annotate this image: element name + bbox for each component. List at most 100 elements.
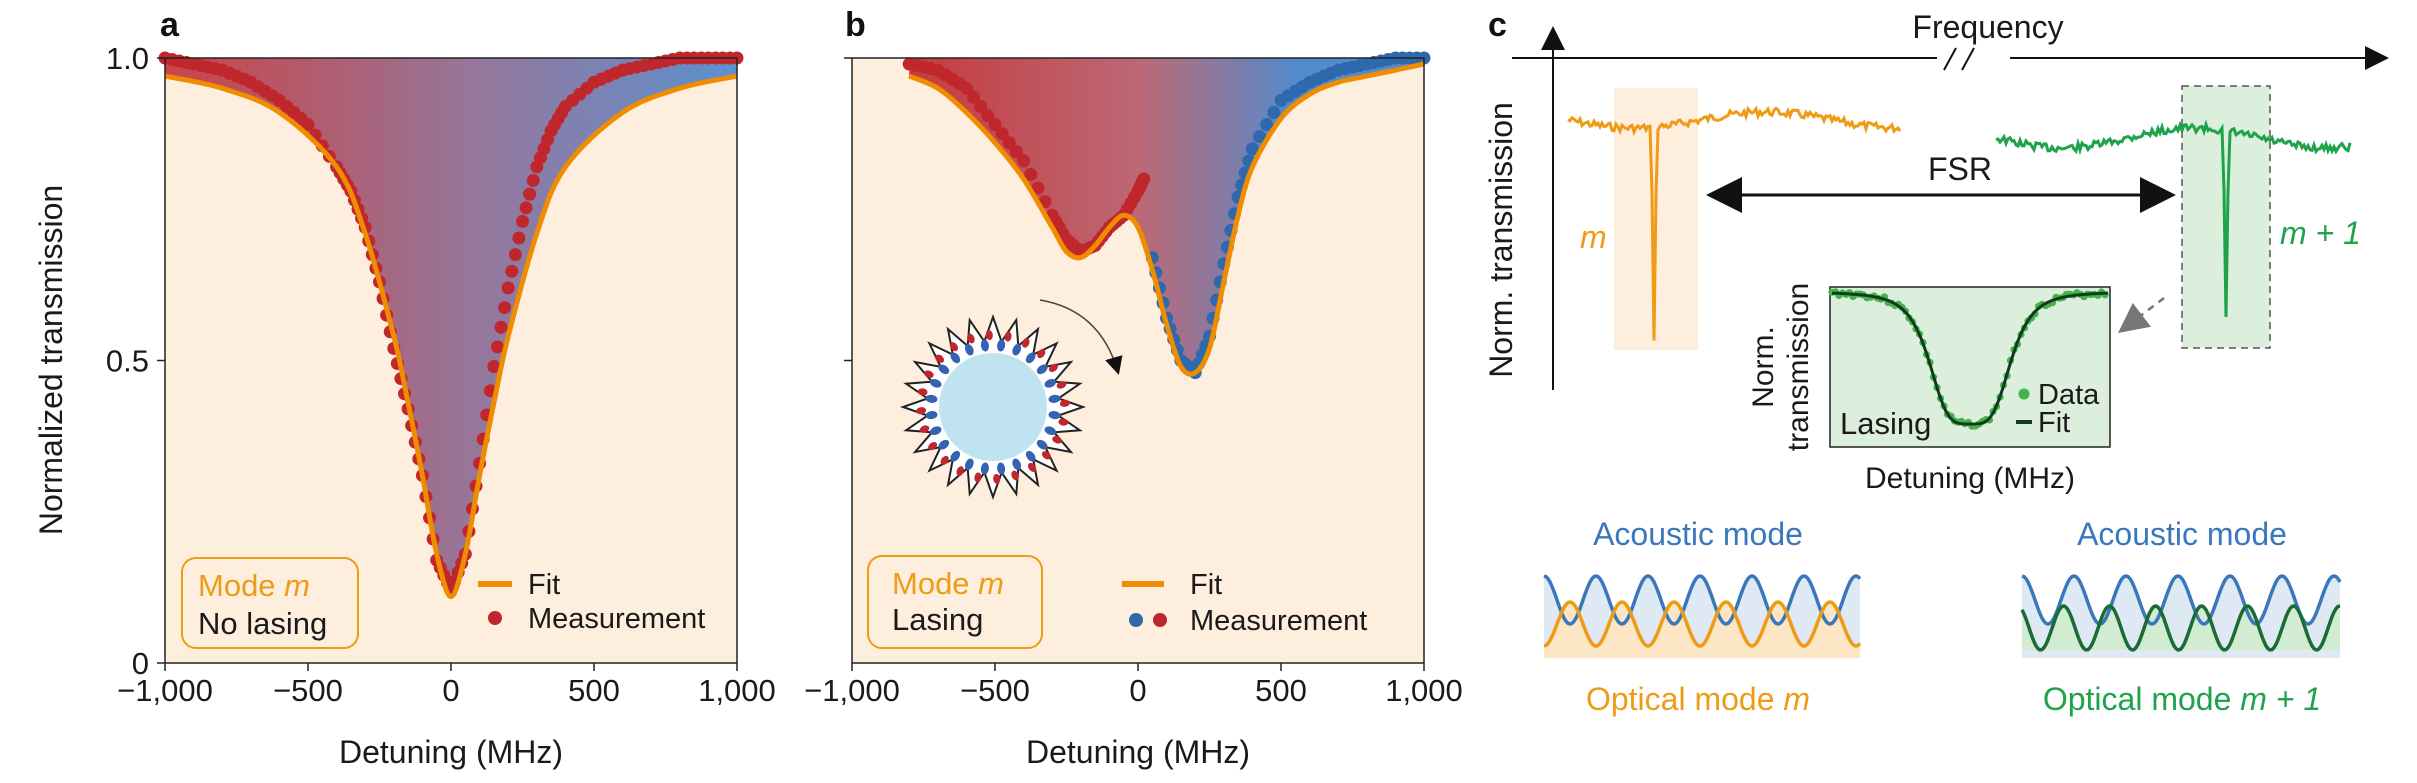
resonator-dot-blue [980,462,989,475]
resonator-dot-blue [1036,364,1048,375]
panel-b-xtick-label: −1,000 [804,673,900,708]
resonator-dot-red [974,472,982,483]
resonator-dots [916,330,1070,484]
panel-a-ytick-label: 0.5 [106,344,149,379]
resonator-dot-blue [925,411,938,420]
panel-letter-b: b [845,6,866,44]
panel-b-legend-blue-swatch [1129,613,1143,627]
resonator-dot-red [956,466,964,476]
resonator-dot-blue [1025,352,1036,364]
left-optical-label: Optical mode m [1586,681,1810,717]
panel-a-measurement-point [505,264,519,278]
resonator-dot-red [1022,338,1030,348]
panel-a-measurement-point [526,174,540,188]
inset-legend-data-swatch [2018,388,2030,400]
panel-a-legend-measurement-swatch [488,611,502,625]
panel-b-measurement-point [967,90,981,104]
mode-m1-label: m + 1 [2280,215,2361,251]
right-wave-diagram [2020,574,2342,658]
resonator-core [939,353,1047,461]
panel-b-legend-measurement: Measurement [1190,605,1367,637]
inset-pointer-arrow [2118,297,2165,334]
panel-b-mode-label: Mode m [892,566,1004,601]
panel-a-xtick-label: −500 [273,673,343,708]
panel-b-measurement-point [1009,145,1023,159]
resonator-dot-red [940,455,949,465]
panel-b-measurement-point [1024,167,1038,181]
resonator-dot-red [924,370,934,378]
panel-b-measurement-point [995,127,1009,141]
panel-b-legend-red-swatch [1153,613,1167,627]
panel-a-ytick-label: 1.0 [106,41,149,76]
panel-a-ylabel: Normalized transmission [33,185,69,535]
panel-b-xtick-label: 0 [1129,673,1146,708]
right-acoustic-label: Acoustic mode [2077,516,2287,552]
panel-a-measurement-points [158,51,744,597]
resonator-dot-red [993,473,1001,484]
panel-a-measurement-point [523,187,537,201]
panel-b-measurement-point [1137,172,1151,186]
panel-letter-a: a [160,6,180,44]
resonator-dot-blue [938,364,950,375]
inset-legend-fit: Fit [2038,407,2070,439]
inset-lasing-label: Lasing [1840,406,1931,441]
panel-a-measurement-point [498,301,512,315]
panel-b-xlabel: Detuning (MHz) [1026,734,1250,770]
panel-a-measurement-point [487,360,501,374]
resonator-dot-blue [1044,378,1057,388]
resonator-dot-red [1027,462,1037,472]
panel-a-measurement-point [519,201,533,215]
left-optical-wave [1543,600,1862,648]
mode-m-transmission-trace [1567,105,1902,341]
panel-a-legend-fit: Fit [528,569,560,601]
resonator-dot-red [928,441,938,451]
panel-c-ylabel: Norm. transmission [1483,102,1519,378]
right-optical-wave [2020,604,2341,652]
resonator-dot-red [1041,451,1051,460]
panel-a-mode-box [181,557,359,649]
panel-b-measurement-point [1002,136,1016,150]
panel-b-ticks: −1,000 −500 0 500 1,000 [804,57,1463,708]
axis-break-2 [1961,47,1975,71]
resonator-dot-red [1004,331,1012,342]
resonator-dot-blue [925,394,938,403]
panel-a-ticks: −1,000 −500 0 500 1,000 0 0.5 1.0 [106,41,776,708]
panel-b-measurement-point [1017,154,1031,168]
panel-b-xtick-label: 500 [1255,673,1307,708]
panel-a-measurement-point [490,340,504,354]
inset-legend-data: Data [2038,379,2100,411]
panel-a-legend-measurement: Measurement [528,603,705,635]
resonator-dot-blue [997,462,1006,475]
resonator-rotation-arrow [1039,299,1123,375]
resonator-dot-blue [1048,394,1061,403]
resonator-dot-red [949,342,959,352]
resonator-dot-red [1056,381,1067,389]
resonator-dot-blue [1025,450,1036,462]
panel-b-mode-box [867,555,1043,649]
resonator-dot-red [935,354,945,363]
resonator-dot-blue [1048,411,1061,420]
resonator-dot-red [919,425,930,433]
panel-a-measurement-point [301,118,315,132]
panel-a-fit-curve [164,73,738,600]
panel-a-measurement-point [501,281,515,295]
resonator-dot-blue [997,339,1006,352]
panel-b-measurement-point [1253,130,1267,144]
axis-break-1 [1943,47,1957,71]
resonator-dot-blue [938,439,950,450]
panel-b-measurement-point [988,118,1002,132]
right-acoustic-wave [2021,574,2342,626]
inset-ylabel-line1: Norm. [1747,326,1780,408]
resonator-dot-blue [950,450,961,462]
panel-a-xtick-label: 0 [442,673,459,708]
panel-b-measurement-point [959,81,973,95]
panel-b-xtick-label: 1,000 [1385,673,1463,708]
left-acoustic-wave [1543,574,1862,626]
right-optical-label: Optical mode m + 1 [2043,681,2321,717]
resonator-illustration [899,313,1087,501]
left-wave-diagram [1543,574,1862,658]
panel-a-mode-label: Mode m [198,568,310,603]
panel-b-measurement-point [1031,181,1045,195]
resonator-dot-blue [950,352,961,364]
